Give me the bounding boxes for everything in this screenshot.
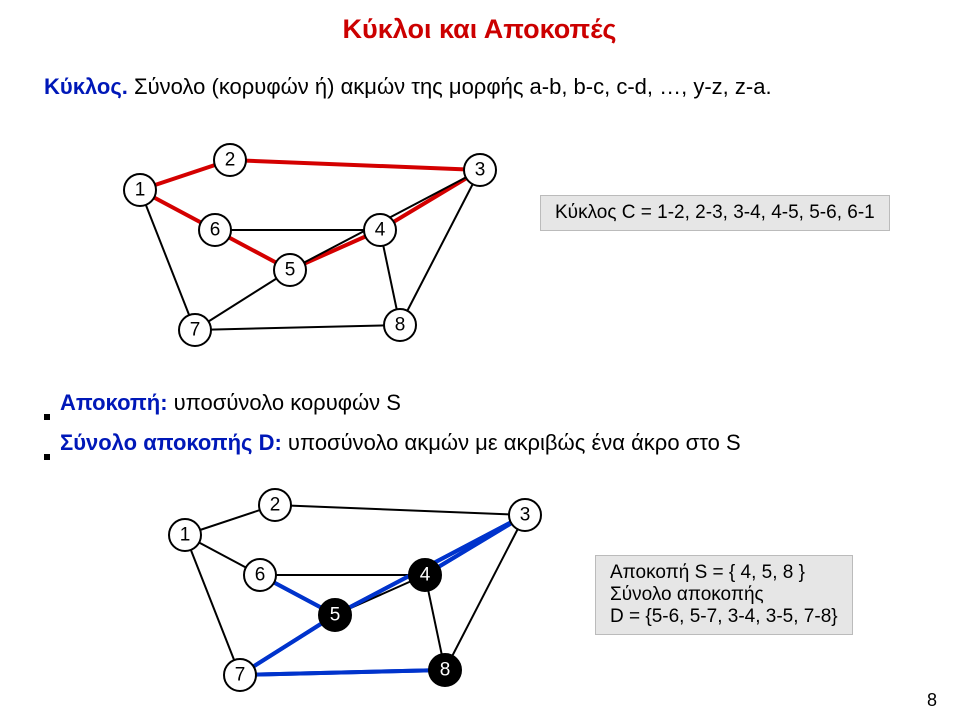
kyklos-text: Σύνολο (κορυφών ή) ακμών της μορφής a-b,… [128, 74, 772, 99]
bullet1-label: Αποκοπή: [60, 390, 168, 415]
graph-cycle: 1 2 3 4 5 6 7 8 [80, 130, 520, 355]
svg-text:5: 5 [330, 605, 341, 626]
svg-text:6: 6 [210, 220, 221, 241]
bullet1-content: Αποκοπή: υποσύνολο κορυφών S [60, 390, 401, 416]
bullet1-text: υποσύνολο κορυφών S [168, 390, 401, 415]
cut-info-line3: D = {5-6, 5-7, 3-4, 3-5, 7-8} [610, 606, 838, 628]
svg-text:7: 7 [235, 665, 246, 686]
kyklos-label: Κύκλος. [44, 74, 128, 99]
svg-text:3: 3 [520, 505, 531, 526]
bullet2-content: Σύνολο αποκοπής D: υποσύνολο ακμών με ακ… [60, 430, 741, 456]
bullet-square-icon [44, 454, 50, 460]
bullet-cut-def: Αποκοπή: υποσύνολο κορυφών S [44, 390, 401, 416]
svg-text:4: 4 [375, 220, 386, 241]
definition-cycle: Κύκλος. Σύνολο (κορυφών ή) ακμών της μορ… [44, 74, 914, 100]
cut-info-box: Αποκοπή S = { 4, 5, 8 } Σύνολο αποκοπής … [595, 555, 853, 635]
bullet-square-icon [44, 414, 50, 420]
bullet2-label: Σύνολο αποκοπής D: [60, 430, 282, 455]
svg-text:2: 2 [270, 495, 281, 516]
page: Κύκλοι και Αποκοπές Κύκλος. Σύνολο (κορυ… [0, 0, 959, 723]
cut-info-line1: Αποκοπή S = { 4, 5, 8 } [610, 562, 838, 584]
cycle-info-box: Κύκλος C = 1-2, 2-3, 3-4, 4-5, 5-6, 6-1 [540, 195, 890, 231]
bullet-cutset-def: Σύνολο αποκοπής D: υποσύνολο ακμών με ακ… [44, 430, 741, 456]
page-title: Κύκλοι και Αποκοπές [0, 14, 959, 45]
cut-info-line2: Σύνολο αποκοπής [610, 584, 838, 606]
svg-text:8: 8 [395, 315, 406, 336]
cycle-info-text: Κύκλος C = 1-2, 2-3, 3-4, 4-5, 5-6, 6-1 [555, 202, 875, 223]
svg-text:6: 6 [255, 565, 266, 586]
svg-text:5: 5 [285, 260, 296, 281]
svg-text:4: 4 [420, 565, 431, 586]
graph-cut: 1 2 3 4 5 6 7 8 [125, 475, 565, 700]
svg-text:3: 3 [475, 160, 486, 181]
svg-text:8: 8 [440, 660, 451, 681]
svg-text:2: 2 [225, 150, 236, 171]
page-number: 8 [927, 690, 937, 711]
svg-text:1: 1 [180, 525, 191, 546]
svg-text:7: 7 [190, 320, 201, 341]
title-text: Κύκλοι και Αποκοπές [343, 14, 617, 44]
svg-text:1: 1 [135, 180, 146, 201]
bullet2-text: υποσύνολο ακμών με ακριβώς ένα άκρο στο … [282, 430, 741, 455]
